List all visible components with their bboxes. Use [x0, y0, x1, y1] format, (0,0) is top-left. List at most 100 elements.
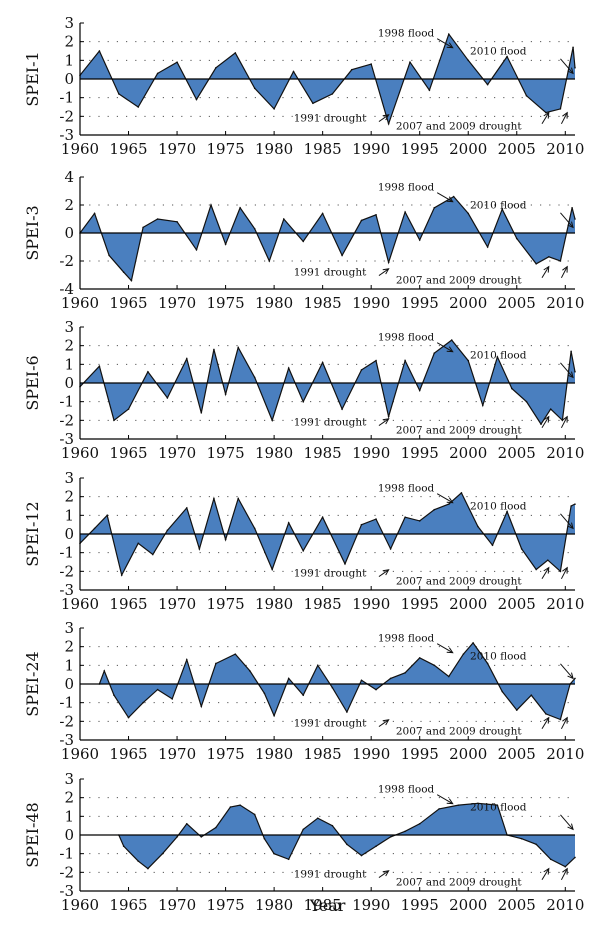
data-point	[525, 400, 528, 403]
data-point	[457, 804, 460, 806]
data-point	[253, 813, 256, 816]
y-tick-label: 2	[64, 33, 74, 51]
data-point	[375, 688, 377, 691]
data-point	[321, 516, 324, 518]
y-tick-label: -3	[59, 882, 74, 900]
y-tick-label: 0	[64, 374, 74, 392]
x-axis-title: Year	[309, 896, 346, 915]
data-point	[452, 195, 455, 198]
data-point	[346, 711, 348, 713]
y-tick-label: 4	[64, 168, 74, 186]
annotation-label: 1991 drought	[294, 869, 367, 881]
data-point	[511, 387, 513, 390]
x-tick-label: 1970	[158, 745, 196, 763]
data-point	[273, 108, 275, 110]
annotation-arrow	[436, 643, 453, 654]
annotation-label: 2010 flood	[470, 45, 527, 57]
data-point	[253, 228, 256, 230]
annotation-arrowhead	[543, 415, 550, 423]
annotation-label: 2007 and 2009 drought	[396, 274, 523, 286]
annotation-arrow	[541, 567, 550, 580]
data-point	[213, 348, 215, 351]
data-point	[571, 207, 573, 209]
x-tick-label: 1990	[352, 595, 390, 613]
y-tick-label: 1	[64, 51, 74, 69]
data-point	[200, 836, 203, 838]
series-line	[79, 32, 576, 126]
data-point	[535, 843, 537, 846]
x-tick-label: 2005	[498, 294, 536, 312]
data-point	[234, 52, 237, 54]
data-point	[370, 63, 372, 65]
data-point	[360, 523, 363, 526]
annotation-arrow	[560, 416, 568, 429]
data-point	[237, 346, 240, 349]
data-point	[200, 705, 203, 708]
data-point	[404, 516, 406, 518]
annotation-arrowhead	[567, 67, 574, 75]
y-tick-label: 2	[64, 789, 74, 807]
data-point	[302, 694, 305, 696]
annotation-label: 1991 drought	[294, 718, 367, 730]
annotation-arrowhead	[382, 268, 390, 275]
data-point	[195, 98, 198, 101]
data-point	[375, 845, 377, 847]
data-point	[137, 860, 140, 862]
data-point	[433, 352, 436, 354]
annotation-arrow	[436, 794, 453, 805]
annotation-label: 2007 and 2009 drought	[396, 575, 523, 587]
x-tick-label: 1975	[206, 745, 244, 763]
data-point	[287, 367, 290, 369]
data-point	[273, 852, 275, 855]
x-tick-label: 1980	[255, 294, 293, 312]
annotation-arrow	[541, 717, 550, 730]
data-point	[237, 497, 240, 500]
data-point	[418, 520, 421, 522]
data-point	[433, 664, 436, 667]
annotation-arrowhead	[562, 111, 568, 119]
data-point	[200, 412, 203, 414]
data-point	[229, 806, 232, 808]
data-point	[389, 548, 392, 550]
y-tick-label: -1	[59, 544, 74, 562]
data-point	[404, 672, 406, 674]
data-point	[321, 361, 324, 364]
annotation-arrowhead	[446, 196, 454, 203]
data-point	[156, 72, 159, 75]
data-point	[540, 423, 542, 425]
data-point	[547, 559, 549, 561]
data-point	[570, 350, 572, 353]
data-point	[375, 214, 377, 216]
annotation-label: 1998 flood	[378, 482, 435, 494]
data-point	[302, 400, 305, 403]
data-point	[433, 508, 436, 511]
data-point	[224, 393, 227, 396]
x-tick-label: 2000	[449, 444, 487, 462]
x-tick-label: 1965	[109, 140, 147, 158]
x-tick-label: 1970	[158, 294, 196, 312]
data-point	[438, 808, 440, 810]
data-point	[506, 55, 508, 58]
x-tick-label: 1980	[255, 140, 293, 158]
data-point	[176, 221, 178, 223]
annotation-arrowhead	[562, 716, 568, 724]
y-tick-label: -2	[59, 863, 74, 881]
data-point	[360, 854, 363, 857]
annotation-arrowhead	[562, 566, 568, 574]
y-tick-label: 3	[64, 770, 74, 788]
annotation-arrowhead	[382, 870, 390, 877]
data-point	[341, 408, 343, 410]
annotation-label: 2007 and 2009 drought	[396, 725, 523, 737]
data-point	[409, 61, 411, 63]
annotation-arrow	[541, 416, 550, 429]
annotation-arrowhead	[446, 798, 454, 805]
data-point	[142, 226, 144, 229]
data-point	[387, 123, 390, 125]
annotation-arrow	[436, 38, 453, 49]
data-point	[321, 212, 324, 215]
data-point	[467, 59, 470, 62]
x-tick-label: 1960	[61, 896, 99, 914]
x-tick-label: 1960	[61, 294, 99, 312]
y-tick-label: -3	[59, 430, 74, 448]
data-point	[166, 397, 169, 399]
